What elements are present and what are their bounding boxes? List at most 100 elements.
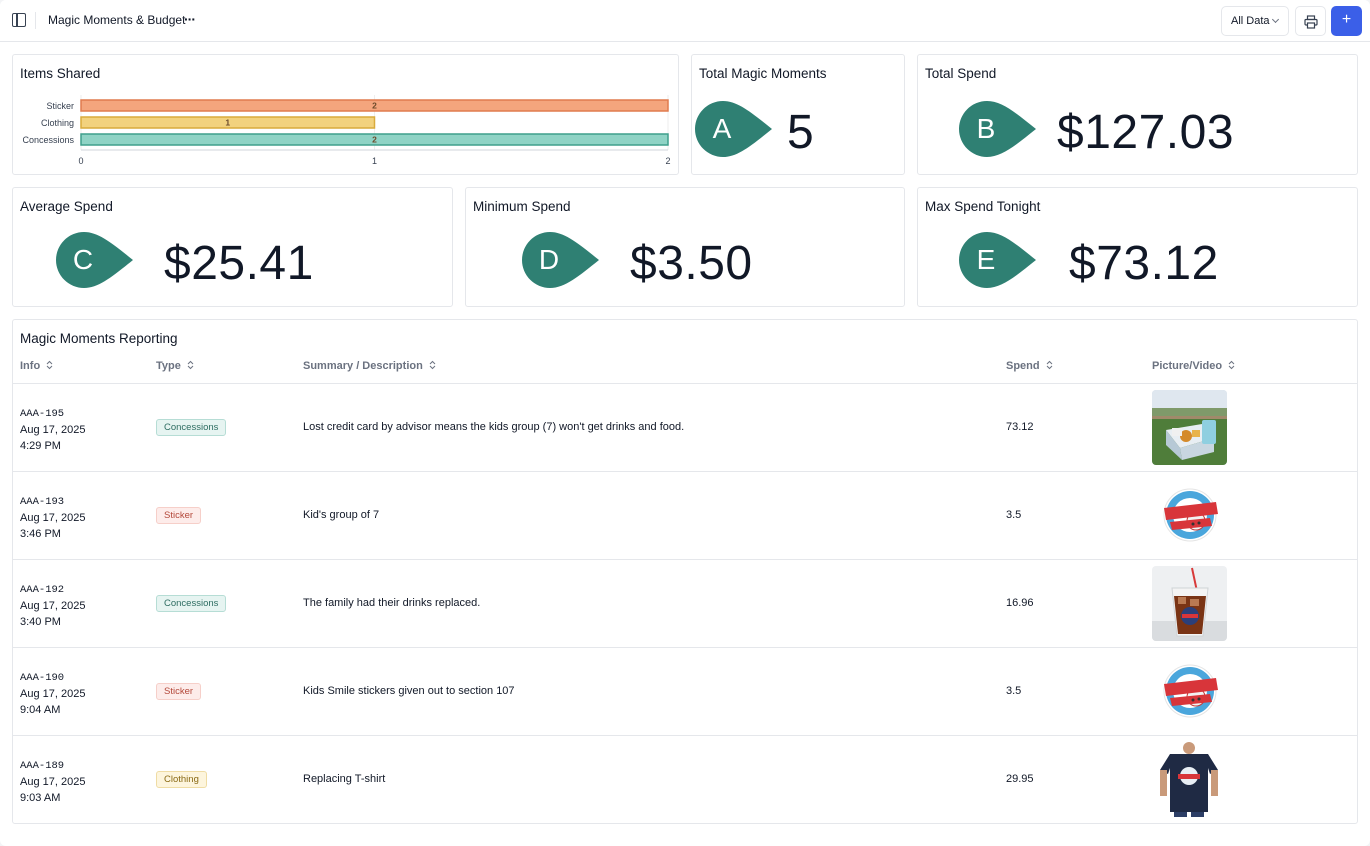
chart-bar-concessions[interactable] [80,133,669,146]
more-options-button[interactable]: ··· [184,11,196,27]
record-time: 9:04 AM [20,704,61,716]
items-shared-title: Items Shared [20,66,101,81]
average-spend-card: Average Spend C $25.41 [12,187,453,307]
column-header-info[interactable]: Info [20,359,53,372]
type-badge: Sticker [156,507,202,524]
chart-category-label: Sticker [46,101,74,111]
chart-data-label: 1 [225,118,230,128]
chart-bar-clothing[interactable] [80,116,376,129]
table-row[interactable]: AAA-192 Aug 17, 2025 3:40 PM Concessions… [13,560,1357,648]
baseball-star-sticker-image [1152,654,1227,729]
marker-a: A [694,100,774,158]
magic-moments-reporting-card: Magic Moments Reporting Info Type Summar… [12,319,1358,824]
marker-letter: C [72,244,94,275]
description-cell: Lost credit card by advisor means the ki… [303,421,685,433]
record-id: AAA-195 [20,408,65,420]
info-cell: AAA-190 Aug 17, 2025 9:04 AM [20,670,85,718]
marker-letter: B [976,113,996,144]
table-header-divider [13,383,1357,384]
info-cell: AAA-195 Aug 17, 2025 4:29 PM [20,406,85,454]
average-spend-title: Average Spend [20,199,113,214]
type-badge: Clothing [156,771,207,788]
type-badge: Concessions [156,419,227,436]
max-spend-card: Max Spend Tonight E $73.12 [917,187,1358,307]
t-shirt-thumbnail[interactable] [1152,742,1227,817]
info-cell: AAA-193 Aug 17, 2025 3:46 PM [20,494,85,542]
chart-bar-sticker[interactable] [80,99,669,112]
max-spend-title: Max Spend Tonight [925,199,1041,214]
max-spend-value: $73.12 [1069,237,1219,290]
record-date: Aug 17, 2025 [20,776,86,788]
minimum-spend-title: Minimum Spend [473,199,571,214]
print-button[interactable] [1295,6,1326,36]
description-cell: Replacing T-shirt [303,773,386,785]
table-row[interactable]: AAA-193 Aug 17, 2025 3:46 PM Sticker Kid… [13,472,1357,560]
chart-tick-label: 2 [665,156,670,166]
column-header-summary[interactable]: Summary / Description [303,359,436,372]
column-header-type[interactable]: Type [156,359,194,372]
items-shared-card: Items Shared Sticker 2 Clothing 1 Concession… [12,54,679,175]
drink-thumbnail[interactable] [1152,566,1227,641]
record-time: 4:29 PM [20,440,61,452]
table-row[interactable]: AAA-189 Aug 17, 2025 9:03 AM Clothing Re… [13,736,1357,824]
record-time: 9:03 AM [20,792,61,804]
chart-tick-label: 1 [372,156,377,166]
marker-b: B [958,100,1038,158]
total-spend-value: $127.03 [1057,106,1235,159]
table-row[interactable]: AAA-190 Aug 17, 2025 9:04 AM Sticker Kid… [13,648,1357,736]
type-badge: Concessions [156,595,227,612]
spend-cell: 73.12 [1006,421,1034,433]
marker-letter: A [712,113,732,144]
column-header-spend[interactable]: Spend [1006,359,1053,372]
add-button[interactable]: + [1331,6,1362,36]
printer-icon [1304,15,1318,29]
record-date: Aug 17, 2025 [20,600,86,612]
sticker-thumbnail[interactable] [1152,654,1227,729]
total-magic-moments-value: 5 [787,106,815,159]
chart-data-label: 2 [372,135,377,145]
chart-data-label: 2 [372,101,377,111]
marker-letter: D [538,244,560,275]
info-cell: AAA-189 Aug 17, 2025 9:03 AM [20,758,85,806]
minimum-spend-value: $3.50 [630,237,753,290]
record-time: 3:46 PM [20,528,61,540]
chevron-down-icon [1271,15,1280,24]
map-marker-icon [959,101,1036,157]
table-row[interactable]: AAA-195 Aug 17, 2025 4:29 PM Concessions… [13,384,1357,472]
map-marker-icon [522,232,599,288]
spend-cell: 3.5 [1006,509,1022,521]
top-bar: Magic Moments & Budget ··· All Data + [0,0,1370,42]
map-marker-icon [959,232,1036,288]
total-spend-title: Total Spend [925,66,997,81]
navy-t-shirt-image [1152,742,1227,817]
reporting-title: Magic Moments Reporting [20,331,178,346]
record-time: 3:40 PM [20,616,61,628]
sort-icon [1228,360,1235,370]
sort-icon [429,360,436,370]
sticker-thumbnail[interactable] [1152,478,1227,553]
map-marker-icon [695,101,772,157]
data-filter-dropdown[interactable]: All Data [1221,6,1289,36]
record-date: Aug 17, 2025 [20,688,86,700]
minimum-spend-card: Minimum Spend D $3.50 [465,187,905,307]
marker-letter: E [976,244,996,275]
column-header-picture[interactable]: Picture/Video [1152,359,1235,372]
items-shared-chart: Sticker 2 Clothing 1 Concessions 2 0 1 2 [22,95,671,166]
chart-category-label: Clothing [41,118,74,128]
page-title: Magic Moments & Budget [48,13,186,27]
food-box-thumbnail[interactable] [1152,390,1227,465]
chart-category-label: Concessions [22,135,74,145]
description-cell: Kid's group of 7 [303,509,380,521]
marker-d: D [521,231,601,289]
baseball-star-sticker-image [1152,478,1227,553]
marker-e: E [958,231,1038,289]
marker-c: C [55,231,135,289]
spend-cell: 3.5 [1006,685,1022,697]
sort-icon [46,360,53,370]
iced-drink-image [1152,566,1227,641]
data-filter-label: All Data [1231,15,1270,27]
sidebar-toggle-icon[interactable] [12,13,26,27]
map-marker-icon [56,232,133,288]
sort-icon [187,360,194,370]
